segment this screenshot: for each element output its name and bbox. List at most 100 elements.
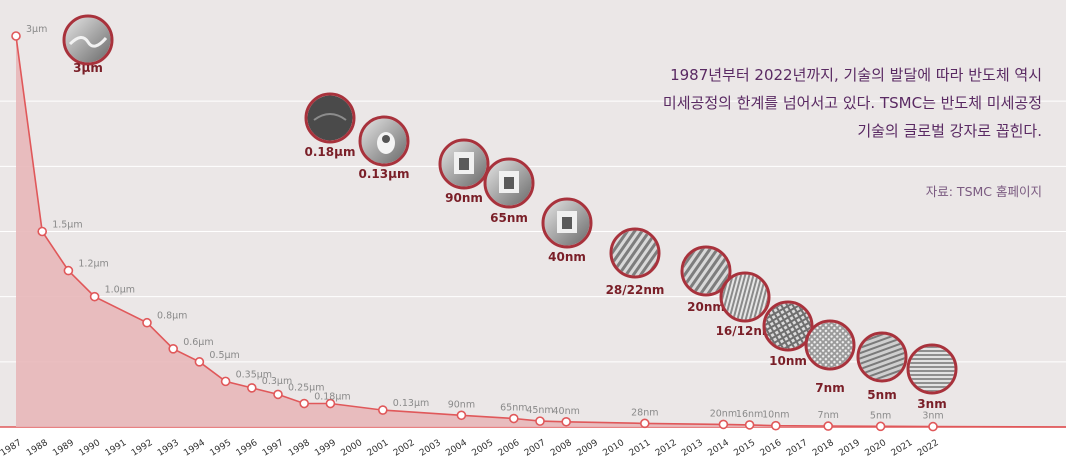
point-label: 3nm <box>922 411 943 422</box>
x-tick-label: 2009 <box>575 438 600 456</box>
data-point <box>194 357 205 367</box>
point-label: 16nm <box>736 409 763 420</box>
x-tick-label: 1993 <box>156 438 181 456</box>
point-label: 0.35µm <box>236 369 272 380</box>
point-label: 3µm <box>26 24 47 35</box>
data-point <box>561 416 572 427</box>
point-label: 10nm <box>762 410 789 421</box>
x-tick-label: 1996 <box>235 438 260 456</box>
node-label: 0.13µm <box>359 167 410 181</box>
node-ring <box>483 157 535 209</box>
node-label: 40nm <box>548 250 586 264</box>
node-label: 5nm <box>867 388 896 402</box>
x-tick-label: 1994 <box>182 438 207 456</box>
node-ring <box>804 319 856 371</box>
point-label: 0.8µm <box>157 311 187 322</box>
x-tick-label: 2008 <box>549 438 574 456</box>
node-detail <box>382 135 390 143</box>
process-node: 3µm <box>62 14 114 75</box>
process-nodes: 3µm0.18µm0.13µm90nm65nm40nm28/22nm20nm16… <box>62 14 958 411</box>
x-tick-label: 2007 <box>523 438 548 456</box>
point-label: 1.5µm <box>52 220 82 231</box>
node-detail <box>68 36 108 48</box>
node-image <box>909 346 955 392</box>
process-node: 7nm <box>804 319 856 395</box>
data-point <box>273 389 283 400</box>
node-ring <box>609 227 661 279</box>
node-image <box>307 95 353 141</box>
data-point <box>639 418 650 429</box>
annotation: 1987년부터 2022년까지, 기술의 발달에 따라 반도체 역시 미세공정의… <box>663 66 1042 199</box>
data-point <box>220 376 231 387</box>
node-image <box>722 274 768 320</box>
node-label: 0.18µm <box>305 145 356 159</box>
node-detail <box>459 158 469 170</box>
point-label: 0.13µm <box>393 398 429 409</box>
x-tick-label: 1987 <box>0 438 24 456</box>
process-node: 28/22nm <box>606 227 665 297</box>
x-tick-label: 2015 <box>732 438 757 456</box>
x-tick-label: 2022 <box>916 438 941 456</box>
node-label: 7nm <box>815 381 844 395</box>
data-point <box>89 291 100 302</box>
point-label: 28nm <box>631 407 658 418</box>
x-tick-label: 2000 <box>339 438 364 456</box>
point-label: 20nm <box>710 408 737 419</box>
point-label: 5nm <box>870 410 891 421</box>
data-point <box>168 343 178 354</box>
data-point <box>744 420 755 430</box>
node-label: 10nm <box>769 354 807 368</box>
x-axis-ticks: 1987 1988 1989 1990 1991 1992 1993 1994 1995 1996… <box>0 438 941 456</box>
node-ring <box>856 331 908 383</box>
data-point <box>63 265 74 276</box>
node-ring <box>304 92 356 144</box>
x-tick-label: 1990 <box>77 438 102 456</box>
node-label: 16/12nm <box>716 324 775 338</box>
x-tick-label: 2013 <box>680 438 705 456</box>
x-tick-label: 2010 <box>601 438 626 456</box>
node-ring <box>680 245 732 297</box>
node-label: 65nm <box>490 211 528 225</box>
process-node: 5nm <box>856 331 908 402</box>
point-label: 90nm <box>448 399 475 410</box>
node-ring <box>762 300 814 352</box>
point-label: 45nm <box>526 405 553 416</box>
data-point <box>875 421 886 432</box>
x-tick-label: 2005 <box>470 438 495 456</box>
process-node: 20nm <box>680 245 732 314</box>
node-label: 3nm <box>917 397 946 411</box>
data-point <box>508 413 519 424</box>
x-tick-label: 1988 <box>25 438 50 456</box>
x-tick-label: 1989 <box>51 438 76 456</box>
process-node: 16/12nm <box>716 271 775 338</box>
process-node: 10nm <box>762 300 814 368</box>
node-label: 28/22nm <box>606 283 665 297</box>
point-label: 7nm <box>818 410 839 421</box>
x-tick-label: 2018 <box>811 438 836 456</box>
node-ring <box>438 138 490 190</box>
data-point <box>37 226 48 237</box>
data-point <box>770 420 781 431</box>
node-ring <box>358 115 410 167</box>
x-tick-label: 2004 <box>444 438 469 456</box>
source-note: 자료: TSMC 홈페이지 <box>926 184 1042 199</box>
x-tick-label: 2006 <box>497 438 522 456</box>
x-tick-label: 2011 <box>628 438 653 456</box>
node-ring <box>906 343 958 395</box>
annotation-line: 미세공정의 한계를 넘어서고 있다. TSMC는 반도체 미세공정 <box>663 94 1042 112</box>
process-node: 0.13µm <box>358 115 410 181</box>
node-ring <box>62 14 114 66</box>
point-label: 0.6µm <box>183 337 213 348</box>
data-point <box>928 421 938 432</box>
data-point <box>299 398 310 409</box>
node-label: 90nm <box>445 191 483 205</box>
x-tick-label: 2003 <box>418 438 443 456</box>
x-tick-label: 2019 <box>837 438 862 456</box>
point-label: 1.2µm <box>78 259 108 270</box>
point-label: 1.0µm <box>105 285 135 296</box>
node-label: 20nm <box>687 300 725 314</box>
process-node: 3nm <box>906 343 958 411</box>
node-ring <box>719 271 771 323</box>
process-node: 90nm <box>438 138 490 205</box>
